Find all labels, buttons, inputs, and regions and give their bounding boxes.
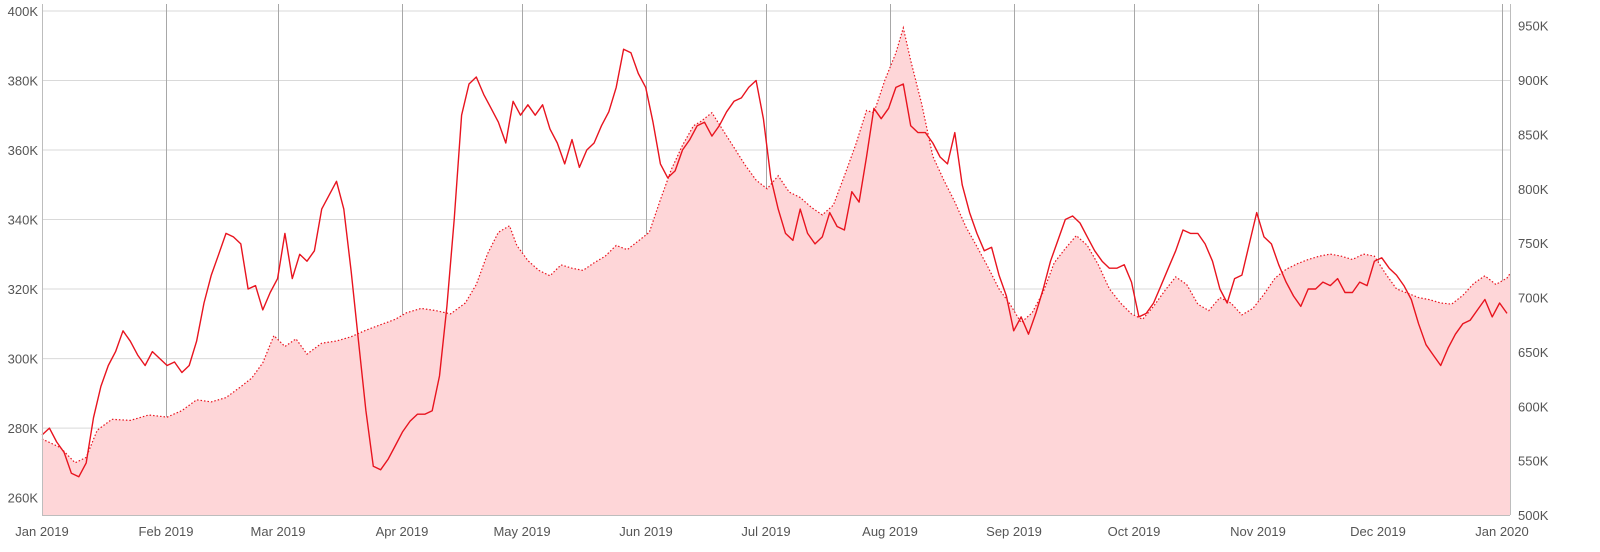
x-tick-label: May 2019 xyxy=(493,524,550,539)
x-tick-label: Feb 2019 xyxy=(139,524,194,539)
x-tick-label: Jun 2019 xyxy=(619,524,673,539)
area-series-line xyxy=(41,25,1511,464)
x-tick-label: Aug 2019 xyxy=(862,524,918,539)
y-axis-left: 260K 280K 300K 320K 340K 360K 380K 400K xyxy=(8,4,39,506)
y-right-tick-label: 500K xyxy=(1518,508,1549,523)
y-left-tick-label: 260K xyxy=(8,491,39,506)
x-tick-label: Sep 2019 xyxy=(986,524,1042,539)
x-tick-label: Nov 2019 xyxy=(1230,524,1286,539)
y-right-tick-label: 950K xyxy=(1518,19,1549,34)
y-left-tick-label: 360K xyxy=(8,143,39,158)
y-left-tick-label: 340K xyxy=(8,213,39,228)
x-tick-label: Jan 2020 xyxy=(1475,524,1529,539)
series-area xyxy=(41,25,1511,516)
y-right-tick-label: 600K xyxy=(1518,399,1549,414)
x-tick-label: Oct 2019 xyxy=(1108,524,1161,539)
y-right-tick-label: 900K xyxy=(1518,73,1549,88)
x-tick-label: Jul 2019 xyxy=(741,524,790,539)
y-right-tick-label: 650K xyxy=(1518,345,1549,360)
y-axis-right: 500K 550K 600K 650K 700K 750K 800K 850K 900K 950K xyxy=(1518,19,1549,523)
x-tick-label: Dec 2019 xyxy=(1350,524,1406,539)
y-left-tick-label: 300K xyxy=(8,352,39,367)
y-left-tick-label: 380K xyxy=(8,73,39,88)
x-tick-label: Mar 2019 xyxy=(251,524,306,539)
series-line xyxy=(41,48,1508,478)
y-right-tick-label: 550K xyxy=(1518,454,1549,469)
axis-frame xyxy=(42,4,1511,516)
y-right-tick-label: 700K xyxy=(1518,291,1549,306)
y-left-tick-label: 280K xyxy=(8,421,39,436)
y-right-tick-label: 750K xyxy=(1518,236,1549,251)
y-left-tick-label: 320K xyxy=(8,282,39,297)
y-right-tick-label: 800K xyxy=(1518,182,1549,197)
y-right-tick-label: 850K xyxy=(1518,127,1549,142)
line-series xyxy=(41,48,1508,478)
x-tick-label: Jan 2019 xyxy=(15,524,69,539)
x-tick-label: Apr 2019 xyxy=(376,524,429,539)
y-left-tick-label: 400K xyxy=(8,4,39,19)
area-fill xyxy=(42,27,1510,516)
x-axis: Jan 2019 Feb 2019 Mar 2019 Apr 2019 May 2019… xyxy=(15,524,1529,539)
